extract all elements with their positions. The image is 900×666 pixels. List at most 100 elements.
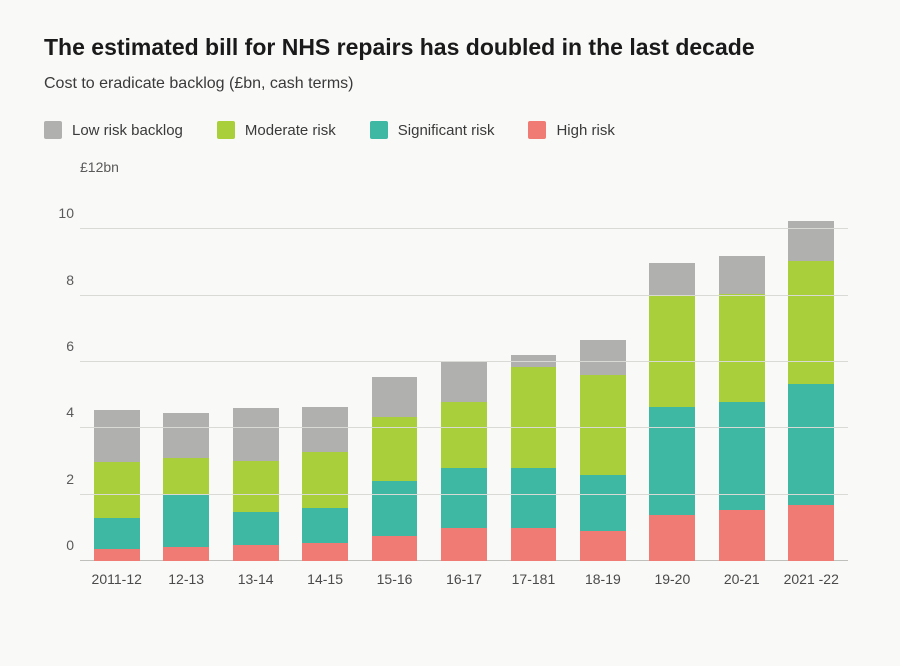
bar-segment-significant <box>441 468 487 528</box>
bar-col <box>82 163 151 561</box>
bar-col <box>151 163 220 561</box>
bar-segment-high <box>511 528 557 561</box>
bar-segment-significant <box>372 481 418 536</box>
legend: Low risk backlog Moderate risk Significant… <box>44 121 856 139</box>
bar <box>372 377 418 561</box>
legend-label-significant: Significant risk <box>398 122 495 139</box>
bar-segment-moderate <box>580 375 626 474</box>
y-tick-label: 10 <box>44 205 74 221</box>
chart-subtitle: Cost to eradicate backlog (£bn, cash ter… <box>44 75 856 93</box>
bar-segment-high <box>788 505 834 561</box>
legend-label-moderate: Moderate risk <box>245 122 336 139</box>
y-tick-label: 6 <box>44 338 74 354</box>
bar-col <box>568 163 637 561</box>
x-tick-label: 12-13 <box>151 561 220 603</box>
bar-segment-moderate <box>233 461 279 512</box>
bar-segment-moderate <box>163 458 209 494</box>
bar-col <box>429 163 498 561</box>
x-tick-label: 16-17 <box>429 561 498 603</box>
bar-segment-significant <box>233 512 279 545</box>
bar <box>511 355 557 561</box>
x-tick-label: 18-19 <box>568 561 637 603</box>
bar-col <box>360 163 429 561</box>
bar <box>302 407 348 561</box>
chart-title: The estimated bill for NHS repairs has d… <box>44 34 856 61</box>
bar-segment-low <box>649 263 695 296</box>
bar-segment-high <box>302 543 348 561</box>
bar-segment-moderate <box>94 462 140 518</box>
bar-col <box>777 163 846 561</box>
bar-segment-significant <box>580 475 626 531</box>
gridline <box>80 494 848 495</box>
bar <box>719 256 765 561</box>
legend-label-high: High risk <box>556 122 614 139</box>
bar <box>788 221 834 561</box>
gridline <box>80 427 848 428</box>
bar-segment-low <box>163 413 209 458</box>
bar-col <box>499 163 568 561</box>
bar-col <box>707 163 776 561</box>
chart-area: £12bn 0246810 2011-1212-1313-1414-1515-1… <box>44 163 856 603</box>
bar-segment-low <box>719 256 765 294</box>
x-tick-label: 2021 -22 <box>777 561 846 603</box>
bar-segment-low <box>580 340 626 375</box>
legend-item-moderate: Moderate risk <box>217 121 336 139</box>
legend-item-high: High risk <box>528 121 614 139</box>
bar-segment-significant <box>94 518 140 550</box>
x-tick-label: 17-181 <box>499 561 568 603</box>
bar-segment-high <box>441 528 487 561</box>
bar-segment-significant <box>788 384 834 505</box>
x-tick-label: 14-15 <box>290 561 359 603</box>
legend-swatch-low <box>44 121 62 139</box>
bar-segment-high <box>719 510 765 561</box>
bar-segment-low <box>94 410 140 461</box>
bar-segment-high <box>94 549 140 561</box>
bar-segment-low <box>788 221 834 261</box>
x-axis-labels: 2011-1212-1313-1414-1515-1616-1717-18118… <box>80 561 848 603</box>
bar-segment-moderate <box>302 452 348 508</box>
gridline <box>80 295 848 296</box>
legend-label-low: Low risk backlog <box>72 122 183 139</box>
bar-segment-significant <box>163 494 209 547</box>
x-tick-label: 2011-12 <box>82 561 151 603</box>
bar-segment-moderate <box>441 402 487 468</box>
bar-col <box>221 163 290 561</box>
bar-col <box>290 163 359 561</box>
y-tick-label: 2 <box>44 471 74 487</box>
bar-col <box>638 163 707 561</box>
x-tick-label: 19-20 <box>638 561 707 603</box>
bar-segment-moderate <box>719 294 765 402</box>
bar-segment-significant <box>302 508 348 543</box>
legend-swatch-high <box>528 121 546 139</box>
bar <box>163 413 209 561</box>
x-tick-label: 20-21 <box>707 561 776 603</box>
bar-segment-high <box>649 515 695 561</box>
bar-segment-moderate <box>788 261 834 384</box>
bar-segment-low <box>372 377 418 417</box>
gridline <box>80 228 848 229</box>
bar <box>441 362 487 561</box>
legend-item-low: Low risk backlog <box>44 121 183 139</box>
bars-container <box>80 163 848 561</box>
bar-segment-low <box>233 408 279 461</box>
y-tick-label: 0 <box>44 537 74 553</box>
y-tick-label: 4 <box>44 404 74 420</box>
bar-segment-high <box>233 545 279 561</box>
y-tick-label: 8 <box>44 272 74 288</box>
bar-segment-low <box>441 362 487 402</box>
x-tick-label: 15-16 <box>360 561 429 603</box>
bar-segment-moderate <box>511 367 557 468</box>
x-tick-label: 13-14 <box>221 561 290 603</box>
bar-segment-significant <box>649 407 695 515</box>
bar-segment-moderate <box>649 296 695 407</box>
legend-swatch-significant <box>370 121 388 139</box>
bar <box>649 263 695 562</box>
bar <box>233 407 279 561</box>
gridline <box>80 361 848 362</box>
bar <box>580 340 626 561</box>
bar-segment-high <box>580 531 626 561</box>
bar-segment-high <box>163 547 209 561</box>
legend-item-significant: Significant risk <box>370 121 495 139</box>
bar-segment-significant <box>511 468 557 528</box>
bar <box>94 410 140 561</box>
